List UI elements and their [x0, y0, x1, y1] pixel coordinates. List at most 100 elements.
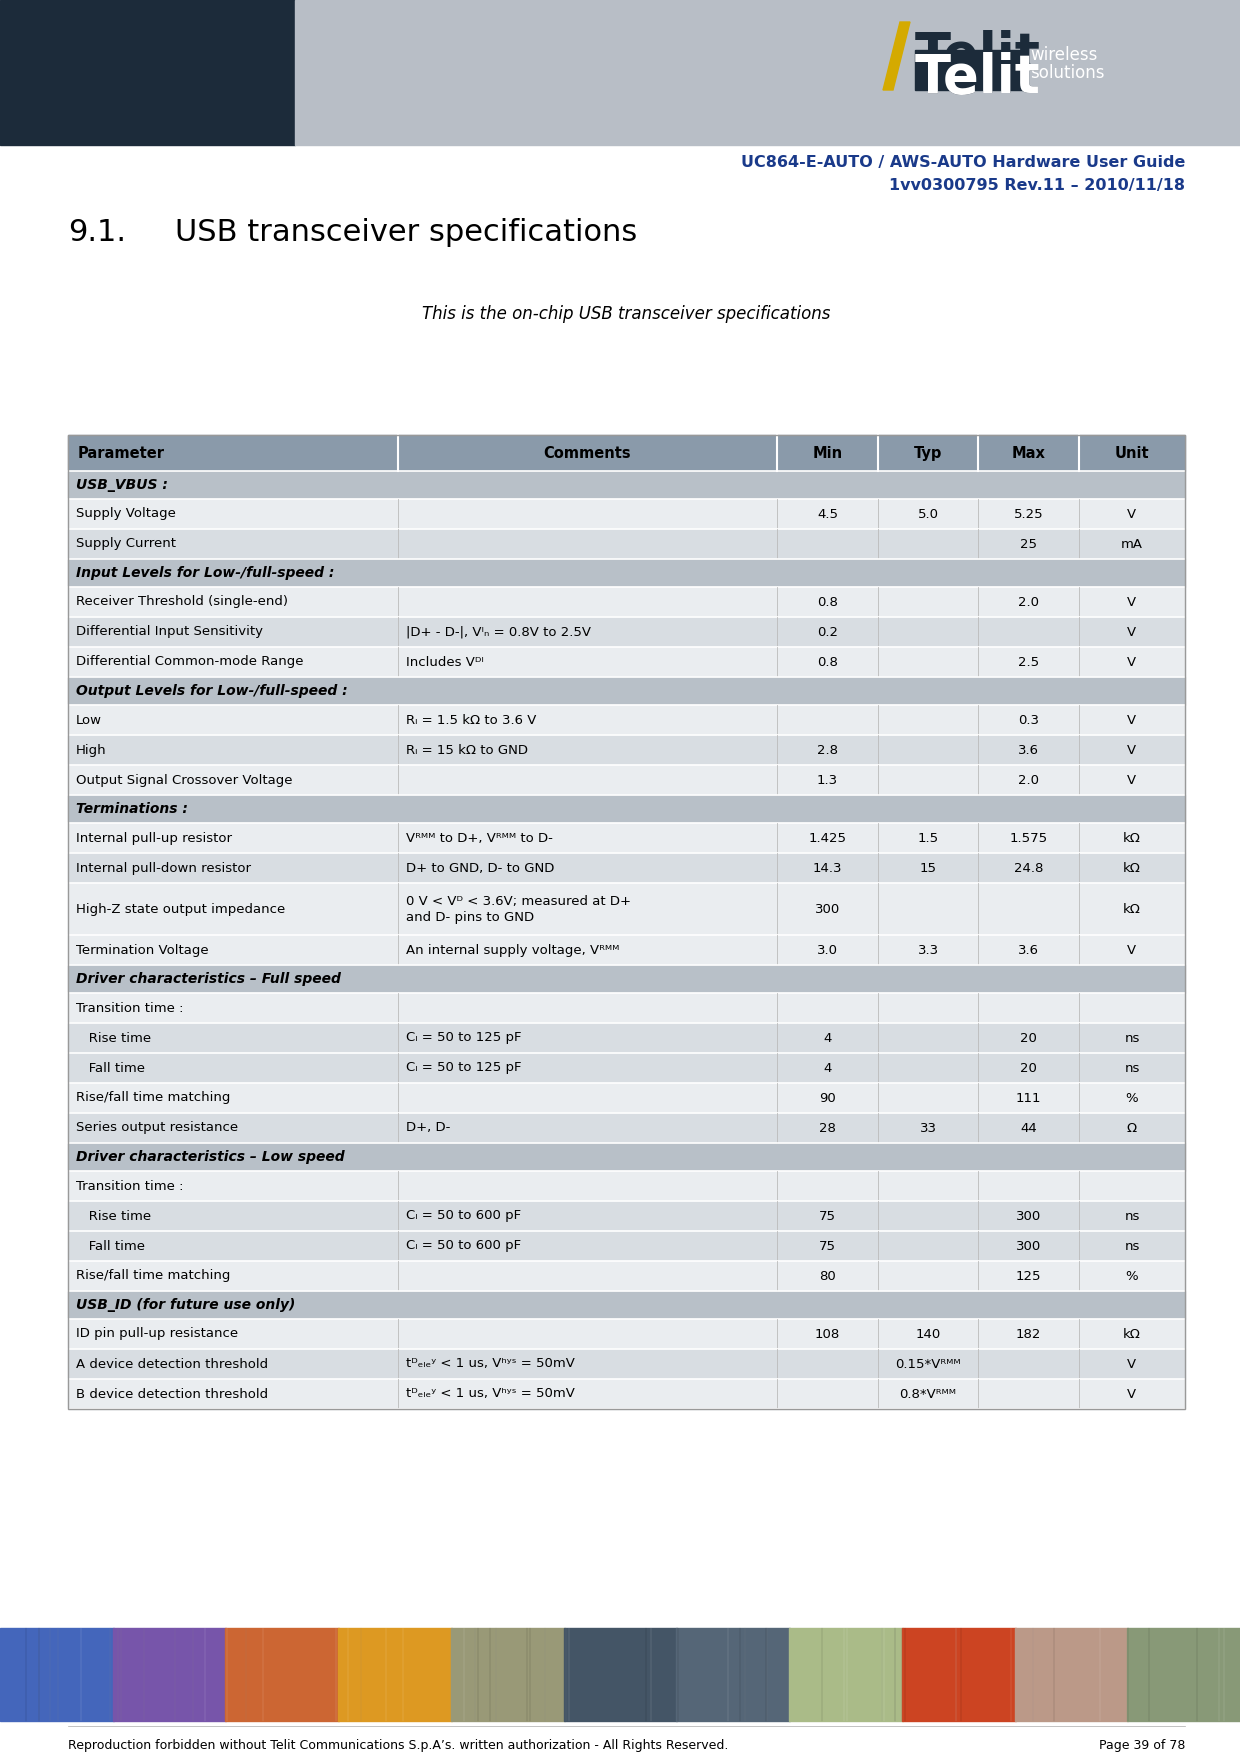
Text: Max: Max [1012, 446, 1045, 460]
Text: Min: Min [812, 446, 843, 460]
Text: 0.8*Vᴿᴹᴹ: 0.8*Vᴿᴹᴹ [899, 1388, 956, 1400]
Bar [68, 435, 1185, 470]
Text: 44: 44 [1021, 1121, 1037, 1134]
Text: tᴰₑₗₑʸ < 1 us, Vʰʸˢ = 50mV: tᴰₑₗₑʸ < 1 us, Vʰʸˢ = 50mV [405, 1358, 574, 1371]
Bar [68, 1171, 1185, 1200]
Text: V: V [1127, 507, 1137, 521]
Text: 24.8: 24.8 [1014, 862, 1043, 874]
Text: Page 39 of 78: Page 39 of 78 [1099, 1739, 1185, 1751]
Text: 2.0: 2.0 [1018, 595, 1039, 609]
Text: 3.6: 3.6 [1018, 744, 1039, 756]
Bar [1014, 1629, 1128, 1722]
Text: 75: 75 [820, 1209, 836, 1223]
Text: Transition time :: Transition time : [76, 1002, 184, 1014]
Text: ID pin pull-up resistance: ID pin pull-up resistance [76, 1327, 238, 1341]
Text: High-Z state output impedance: High-Z state output impedance [76, 902, 285, 916]
Text: Fall time: Fall time [76, 1062, 145, 1074]
Text: 5.25: 5.25 [1014, 507, 1043, 521]
Text: Receiver Threshold (single-end): Receiver Threshold (single-end) [76, 595, 288, 609]
Text: 3.6: 3.6 [1018, 944, 1039, 956]
Text: B device detection threshold: B device detection threshold [76, 1388, 268, 1400]
Text: 90: 90 [820, 1092, 836, 1104]
Bar [68, 1113, 1185, 1143]
Text: 4: 4 [823, 1032, 832, 1044]
Text: D+, D-: D+, D- [405, 1121, 450, 1134]
Text: 140: 140 [915, 1327, 941, 1341]
Text: Telit: Telit [915, 53, 1042, 104]
Text: Driver characteristics – Full speed: Driver characteristics – Full speed [76, 972, 341, 986]
Text: Input Levels for Low-/full-speed :: Input Levels for Low-/full-speed : [76, 567, 335, 579]
Text: solutions: solutions [1030, 63, 1105, 82]
Bar [68, 1143, 1185, 1171]
Bar [901, 1629, 1016, 1722]
Text: 4: 4 [823, 1062, 832, 1074]
Text: 9.1.: 9.1. [68, 218, 126, 247]
Text: Driver characteristics – Low speed: Driver characteristics – Low speed [76, 1150, 345, 1164]
Text: V: V [1127, 774, 1137, 786]
Text: 0.2: 0.2 [817, 625, 838, 639]
Bar [68, 498, 1185, 528]
Text: V: V [1127, 744, 1137, 756]
Text: 2.5: 2.5 [1018, 656, 1039, 669]
Bar [68, 1083, 1185, 1113]
Text: Rₗ = 15 kΩ to GND: Rₗ = 15 kΩ to GND [405, 744, 527, 756]
Bar [68, 1379, 1185, 1409]
Text: 300: 300 [815, 902, 841, 916]
Bar [68, 586, 1185, 618]
Text: Rise/fall time matching: Rise/fall time matching [76, 1092, 231, 1104]
Text: 20: 20 [1021, 1032, 1037, 1044]
Text: D+ to GND, D- to GND: D+ to GND, D- to GND [405, 862, 554, 874]
Text: kΩ: kΩ [1123, 1327, 1141, 1341]
Text: Differential Input Sensitivity: Differential Input Sensitivity [76, 625, 263, 639]
Text: 0.15*Vᴿᴹᴹ: 0.15*Vᴿᴹᴹ [895, 1358, 961, 1371]
Text: Termination Voltage: Termination Voltage [76, 944, 208, 956]
Bar [68, 618, 1185, 648]
Text: Series output resistance: Series output resistance [76, 1121, 238, 1134]
Text: 108: 108 [815, 1327, 841, 1341]
Text: 125: 125 [1016, 1269, 1042, 1283]
Text: ns: ns [1125, 1209, 1140, 1223]
Text: kΩ: kΩ [1123, 862, 1141, 874]
Text: Output Signal Crossover Voltage: Output Signal Crossover Voltage [76, 774, 293, 786]
Text: Reproduction forbidden without Telit Communications S.p.A’s. written authorizati: Reproduction forbidden without Telit Com… [68, 1739, 728, 1751]
Text: 1.3: 1.3 [817, 774, 838, 786]
Bar [68, 560, 1185, 586]
Bar [1127, 1629, 1240, 1722]
Text: Cₗ = 50 to 125 pF: Cₗ = 50 to 125 pF [405, 1062, 521, 1074]
Text: Rₗ = 1.5 kΩ to 3.6 V: Rₗ = 1.5 kΩ to 3.6 V [405, 714, 536, 727]
Text: Telit: Telit [915, 53, 1042, 104]
Bar [68, 795, 1185, 823]
Bar [789, 1629, 903, 1722]
Text: Vᴿᴹᴹ to D+, Vᴿᴹᴹ to D-: Vᴿᴹᴹ to D+, Vᴿᴹᴹ to D- [405, 832, 552, 844]
Text: kΩ: kΩ [1123, 832, 1141, 844]
Text: 28: 28 [820, 1121, 836, 1134]
Text: V: V [1127, 656, 1137, 669]
Bar [915, 49, 1027, 90]
Bar [68, 935, 1185, 965]
Text: 1.5: 1.5 [918, 832, 939, 844]
Text: 1.575: 1.575 [1009, 832, 1048, 844]
Text: mA: mA [1121, 537, 1143, 551]
Text: Internal pull-down resistor: Internal pull-down resistor [76, 862, 250, 874]
Text: Internal pull-up resistor: Internal pull-up resistor [76, 832, 232, 844]
Text: Cₗ = 50 to 600 pF: Cₗ = 50 to 600 pF [405, 1209, 521, 1223]
Bar [68, 823, 1185, 853]
Bar [68, 528, 1185, 560]
Text: A device detection threshold: A device detection threshold [76, 1358, 268, 1371]
Bar [676, 1629, 790, 1722]
Bar [68, 883, 1185, 935]
Bar [226, 1629, 340, 1722]
Text: 20: 20 [1021, 1062, 1037, 1074]
Bar [339, 1629, 451, 1722]
Text: V: V [1127, 714, 1137, 727]
Bar [68, 965, 1185, 993]
Bar [68, 648, 1185, 677]
Text: Fall time: Fall time [76, 1239, 145, 1253]
Bar [0, 1629, 114, 1722]
Bar [0, 0, 295, 146]
Text: Transition time :: Transition time : [76, 1179, 184, 1192]
Text: 1vv0300795 Rev.11 – 2010/11/18: 1vv0300795 Rev.11 – 2010/11/18 [889, 177, 1185, 193]
Bar [113, 1629, 227, 1722]
Text: Cₗ = 50 to 600 pF: Cₗ = 50 to 600 pF [405, 1239, 521, 1253]
Bar [68, 1053, 1185, 1083]
